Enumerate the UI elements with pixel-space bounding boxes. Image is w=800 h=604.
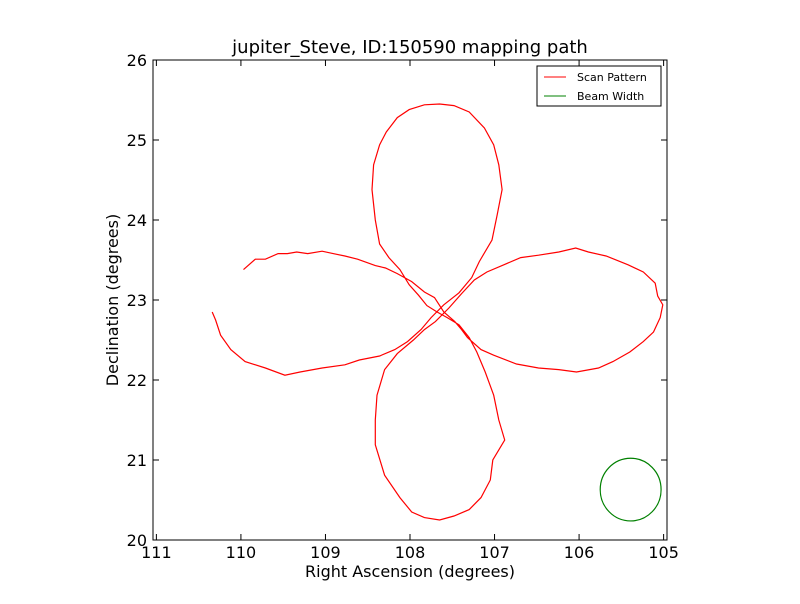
legend-label-beam-width: Beam Width: [577, 90, 644, 103]
axis-ticks: 111 110 109 108 107 106 105 20 21 22 23 24 25 26: [127, 51, 679, 562]
chart-title: jupiter_Steve, ID:150590 mapping path: [231, 37, 588, 58]
y-tick-label: 22: [127, 371, 147, 390]
x-tick-label: 109: [310, 543, 341, 562]
x-tick-label: 106: [564, 543, 595, 562]
legend-box: [536, 65, 662, 107]
x-tick-label: 110: [226, 543, 257, 562]
legend-label-scan-pattern: Scan Pattern: [577, 71, 647, 84]
scan-pattern-line: [211, 103, 664, 521]
y-tick-label: 20: [127, 531, 147, 550]
x-tick-label: 107: [479, 543, 510, 562]
x-tick-label: 108: [395, 543, 426, 562]
x-tick-label: 105: [648, 543, 679, 562]
y-axis-label: Declination (degrees): [103, 214, 122, 386]
beam-width-circle: [599, 457, 662, 522]
axes-frame: [152, 59, 668, 541]
legend: Scan Pattern Beam Width: [536, 65, 662, 107]
y-tick-label: 26: [127, 51, 147, 70]
y-tick-label: 23: [127, 291, 147, 310]
plot-area: [211, 103, 664, 522]
x-tick-label: 111: [141, 543, 172, 562]
y-tick-label: 24: [127, 211, 147, 230]
y-tick-label: 21: [127, 451, 147, 470]
x-axis-label: Right Ascension (degrees): [305, 562, 515, 581]
y-tick-label: 25: [127, 131, 147, 150]
